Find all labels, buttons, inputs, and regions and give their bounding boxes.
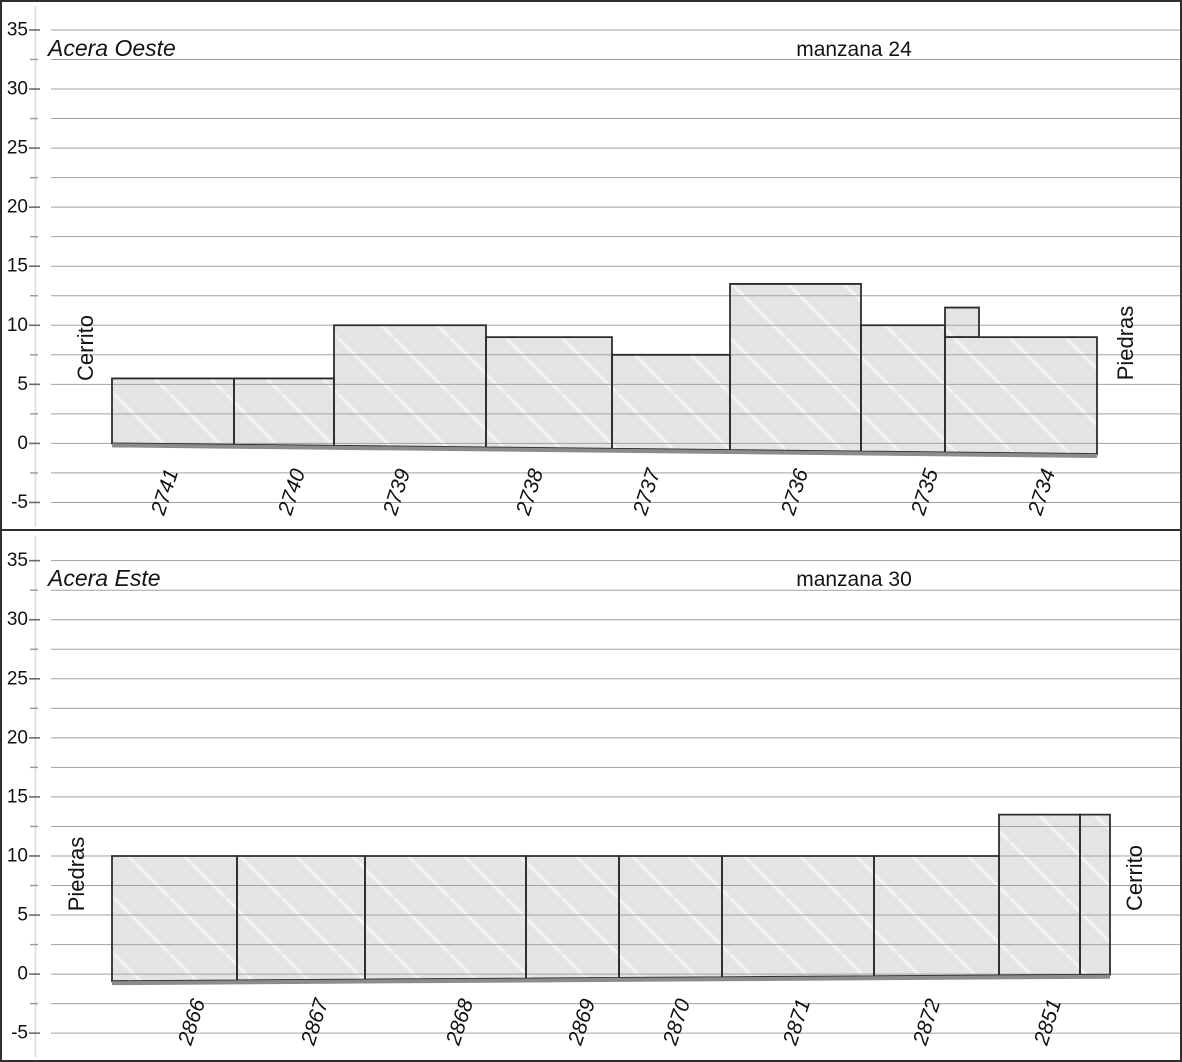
y-tick-label: 15 [7, 786, 28, 807]
y-tick-label: 20 [7, 727, 28, 748]
street-label-right-bottom: Cerrito [1122, 844, 1147, 912]
building-bar-sheen-2734 [945, 337, 1097, 455]
building-bar-sheen-2738 [486, 337, 612, 449]
building-bar-sheen-2872 [874, 855, 999, 977]
lot-number-label: 2867 [297, 995, 334, 1049]
lot-number-label: 2741 [147, 466, 184, 518]
y-tick-label: 10 [7, 315, 28, 336]
building-bar-sheen-2871 [722, 855, 874, 978]
y-tick-label: 5 [17, 905, 28, 926]
y-tick-label: 15 [7, 256, 28, 277]
street-label-left-bottom: Piedras [64, 836, 89, 912]
y-tick-label: 20 [7, 197, 28, 218]
building-bar-sheen-2741 [112, 378, 234, 445]
lot-number-label: 2735 [907, 466, 944, 519]
y-tick-label: -5 [11, 492, 28, 513]
panel-divider [2, 529, 1180, 531]
y-tick-label: 10 [7, 845, 28, 866]
building-bar-sheen-2736 [730, 283, 861, 452]
y-tick-label: 35 [7, 19, 28, 40]
y-tick-label: 30 [7, 609, 28, 630]
y-tick-label: 0 [17, 964, 28, 985]
block-annotation-manzana-30: manzana 30 [796, 568, 912, 591]
y-tick-label: 30 [7, 79, 28, 100]
street-label-left-top: Cerrito [73, 314, 98, 382]
building-bar-sheen-2868 [365, 855, 526, 980]
building-bar-sheen-2737 [612, 354, 730, 451]
ground-line [111, 443, 1098, 459]
y-tick-label: 0 [17, 433, 28, 454]
building-bar-sheen-2851b [1080, 814, 1110, 975]
block-annotation-manzana-24: manzana 24 [796, 38, 912, 61]
lot-number-label: 2739 [379, 466, 416, 519]
y-tick-label: 5 [17, 374, 28, 395]
lot-number-label: 2740 [274, 466, 311, 519]
lot-number-label: 2734 [1024, 466, 1061, 518]
panel-title-acera-oeste: Acera Oeste [48, 35, 176, 61]
building-bar-sheen-2739 [334, 325, 486, 448]
building-bar-sheen-2866 [112, 855, 237, 982]
building-bar-sheen-2869 [526, 855, 619, 979]
ground-line [111, 974, 1111, 986]
building-bar-sheen-2735a [945, 307, 979, 338]
y-tick-label: -5 [11, 1023, 28, 1044]
lot-number-label: 2736 [777, 466, 814, 519]
lot-number-label: 2738 [512, 466, 549, 519]
y-tick-label: 25 [7, 138, 28, 159]
panel-title-acera-este: Acera Este [48, 565, 161, 591]
y-tick-label: 25 [7, 668, 28, 689]
building-bar-sheen-2740 [234, 378, 334, 446]
building-bar-sheen-2870 [619, 855, 722, 978]
building-bar-sheen-2867 [237, 855, 365, 981]
building-bar-sheen-2851 [999, 814, 1080, 976]
y-tick-label: 35 [7, 550, 28, 571]
building-bar-sheen-2735 [861, 325, 945, 453]
street-label-right-top: Piedras [1113, 305, 1138, 381]
